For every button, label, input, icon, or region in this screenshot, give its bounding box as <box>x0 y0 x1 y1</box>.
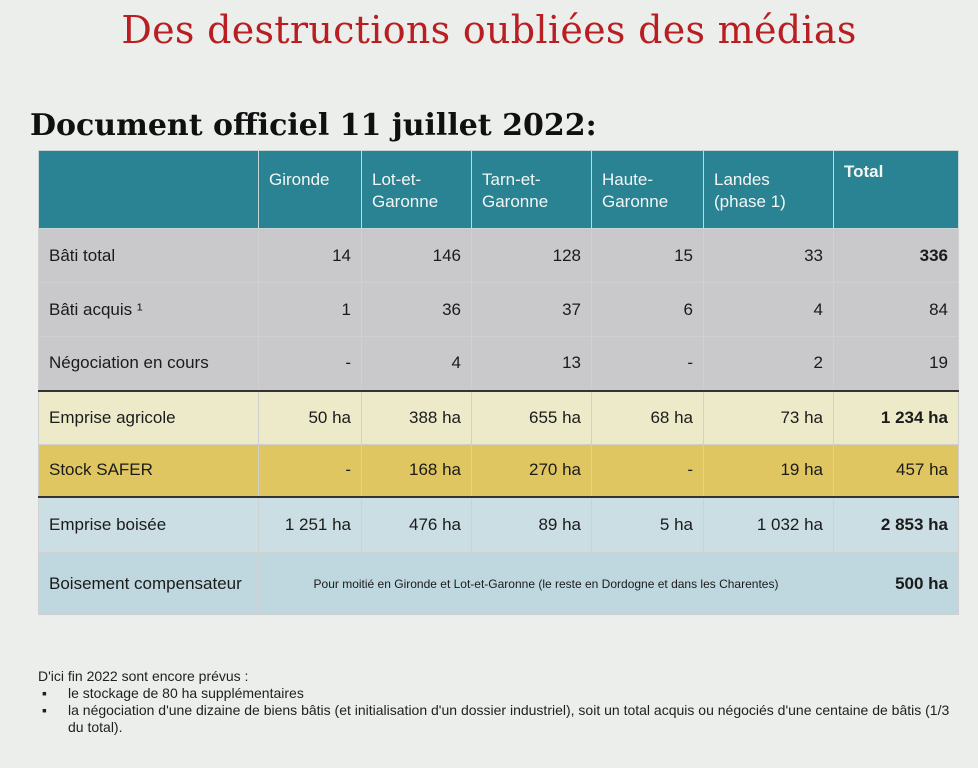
cell: 2 <box>703 336 834 391</box>
cell: 270 ha <box>471 444 592 497</box>
total-cell: 457 ha <box>833 444 959 497</box>
header-haute-garonne: Haute-Garonne <box>591 150 704 229</box>
row-label: Négociation en cours <box>38 336 259 391</box>
header-tarn-et-garonne: Tarn-et-Garonne <box>471 150 592 229</box>
list-item-text: la négociation d'une dizaine de biens bâ… <box>68 702 950 735</box>
list-item-text: le stockage de 80 ha supplémentaires <box>68 685 304 701</box>
footnote-intro: D'ici fin 2022 sont encore prévus : <box>38 668 249 684</box>
cell: 50 ha <box>258 389 362 445</box>
row-label: Emprise boisée <box>38 495 259 553</box>
total-cell: 84 <box>833 282 959 337</box>
cell: 476 ha <box>361 495 472 553</box>
total-cell: 1 234 ha <box>833 389 959 445</box>
header-total: Total <box>833 150 959 229</box>
table-row: Bâti total 14 146 128 15 33 336 <box>38 228 959 283</box>
cell: - <box>591 336 704 391</box>
cell: 388 ha <box>361 389 472 445</box>
cell: 14 <box>258 228 362 283</box>
cell: 168 ha <box>361 444 472 497</box>
total-cell: 19 <box>833 336 959 391</box>
row-label: Stock SAFER <box>38 444 259 497</box>
cell: 1 <box>258 282 362 337</box>
row-label: Boisement compensateur <box>38 552 259 615</box>
total-cell: 500 ha <box>833 552 959 615</box>
list-item: ▪ la négociation d'une dizaine de biens … <box>42 702 958 736</box>
cell: 89 ha <box>471 495 592 553</box>
cell: - <box>591 444 704 497</box>
row-label: Bâti acquis ¹ <box>38 282 259 337</box>
cell: 5 ha <box>591 495 704 553</box>
header-corner <box>38 150 259 229</box>
header-landes: Landes (phase 1) <box>703 150 834 229</box>
cell: 128 <box>471 228 592 283</box>
cell: - <box>258 336 362 391</box>
table-row: Boisement compensateur Pour moitié en Gi… <box>38 552 959 615</box>
cell: 146 <box>361 228 472 283</box>
table-row: Emprise agricole 50 ha 388 ha 655 ha 68 … <box>38 389 959 445</box>
cell: 19 ha <box>703 444 834 497</box>
footnote: D'ici fin 2022 sont encore prévus : ▪ le… <box>38 668 958 736</box>
footnote-list: ▪ le stockage de 80 ha supplémentaires ▪… <box>38 685 958 736</box>
row-label: Bâti total <box>38 228 259 283</box>
table-header-row: Gironde Lot-et-Garonne Tarn-et-Garonne H… <box>38 150 959 229</box>
row-label: Emprise agricole <box>38 389 259 445</box>
document-subtitle: Document officiel 11 juillet 2022: <box>30 108 597 143</box>
header-gironde: Gironde <box>258 150 362 229</box>
cell: 37 <box>471 282 592 337</box>
cell: - <box>258 444 362 497</box>
table-row: Stock SAFER - 168 ha 270 ha - 19 ha 457 … <box>38 444 959 497</box>
cell: 33 <box>703 228 834 283</box>
cell: 4 <box>361 336 472 391</box>
cell: 73 ha <box>703 389 834 445</box>
cell: 6 <box>591 282 704 337</box>
table-row: Emprise boisée 1 251 ha 476 ha 89 ha 5 h… <box>38 495 959 553</box>
bullet-icon: ▪ <box>42 685 47 701</box>
cell: 68 ha <box>591 389 704 445</box>
table-row: Bâti acquis ¹ 1 36 37 6 4 84 <box>38 282 959 337</box>
page-title: Des destructions oubliées des médias <box>121 8 857 52</box>
header-lot-et-garonne: Lot-et-Garonne <box>361 150 472 229</box>
cell: 13 <box>471 336 592 391</box>
cell: 4 <box>703 282 834 337</box>
table-row: Négociation en cours - 4 13 - 2 19 <box>38 336 959 391</box>
cell: 15 <box>591 228 704 283</box>
total-cell: 2 853 ha <box>833 495 959 553</box>
cell: 655 ha <box>471 389 592 445</box>
bullet-icon: ▪ <box>42 702 47 718</box>
cell: 1 251 ha <box>258 495 362 553</box>
cell: 36 <box>361 282 472 337</box>
note-cell: Pour moitié en Gironde et Lot-et-Garonne… <box>258 552 834 615</box>
cell: 1 032 ha <box>703 495 834 553</box>
data-table: Gironde Lot-et-Garonne Tarn-et-Garonne H… <box>38 150 959 615</box>
total-cell: 336 <box>833 228 959 283</box>
list-item: ▪ le stockage de 80 ha supplémentaires <box>42 685 958 702</box>
